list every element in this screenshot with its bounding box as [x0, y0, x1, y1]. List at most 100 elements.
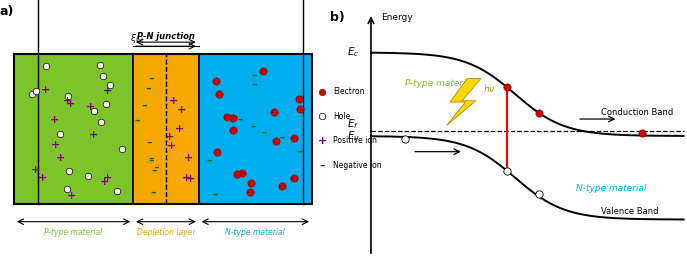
Text: Energy: Energy: [381, 13, 413, 22]
Point: [258, 69, 269, 73]
Point: [55, 132, 66, 136]
Text: b): b): [330, 11, 344, 24]
Point: [294, 97, 305, 101]
Text: +: +: [175, 124, 185, 134]
Point: [245, 189, 256, 194]
Text: $E_c$: $E_c$: [347, 45, 359, 59]
Text: –: –: [260, 65, 266, 75]
Point: [210, 79, 221, 83]
Text: –: –: [251, 80, 257, 90]
Text: –: –: [135, 116, 140, 126]
Text: +: +: [183, 153, 192, 163]
Text: +: +: [67, 191, 76, 201]
Text: Depletion layer: Depletion layer: [137, 228, 195, 237]
Text: +: +: [37, 173, 47, 183]
Text: +: +: [177, 106, 186, 115]
Text: +: +: [50, 115, 59, 125]
Text: +: +: [32, 165, 41, 175]
Point: [232, 172, 243, 176]
Point: [289, 136, 300, 141]
Text: +: +: [89, 130, 98, 140]
Text: –: –: [280, 132, 285, 143]
Polygon shape: [447, 79, 481, 126]
Point: [400, 137, 411, 141]
Point: [82, 174, 93, 178]
Text: +: +: [103, 86, 112, 96]
Text: +: +: [41, 85, 50, 95]
Text: Positive ion: Positive ion: [333, 136, 376, 145]
Text: –: –: [146, 137, 152, 147]
Point: [88, 109, 99, 113]
Text: +: +: [103, 173, 112, 183]
Text: Negative ion: Negative ion: [333, 161, 381, 170]
Point: [104, 82, 115, 87]
Point: [271, 138, 282, 143]
Point: [245, 181, 256, 185]
Text: +: +: [317, 136, 327, 146]
Text: –: –: [296, 147, 302, 157]
Point: [101, 102, 112, 106]
Point: [116, 147, 127, 151]
Point: [213, 92, 224, 96]
Point: [221, 115, 232, 119]
Text: –: –: [207, 156, 212, 166]
Point: [534, 192, 545, 196]
Text: +: +: [167, 141, 177, 151]
Bar: [133, 54, 199, 204]
Text: +: +: [169, 96, 179, 106]
Text: a): a): [0, 5, 14, 18]
Text: –: –: [251, 121, 256, 131]
Point: [63, 169, 74, 173]
Text: $E_f$: $E_f$: [347, 117, 359, 131]
Point: [236, 171, 247, 175]
Text: N-type material: N-type material: [225, 228, 285, 237]
Text: –: –: [148, 73, 154, 83]
Text: N-type material: N-type material: [576, 184, 646, 193]
Text: +: +: [63, 96, 72, 106]
Point: [41, 63, 52, 68]
Text: $\xi_{\rm int}$: $\xi_{\rm int}$: [130, 32, 145, 45]
Point: [228, 128, 239, 132]
Point: [111, 189, 122, 193]
Text: +: +: [52, 140, 60, 150]
Text: +: +: [56, 153, 65, 163]
Text: P-type material: P-type material: [405, 79, 474, 88]
Text: –: –: [148, 154, 154, 164]
Text: P-N junction: P-N junction: [137, 32, 195, 41]
Point: [27, 92, 38, 96]
Text: –: –: [153, 163, 159, 172]
Text: Hole: Hole: [333, 112, 350, 121]
Text: –: –: [251, 70, 257, 80]
Point: [276, 184, 287, 188]
Text: $E_v$: $E_v$: [347, 129, 360, 143]
Text: –: –: [148, 156, 154, 166]
Point: [502, 85, 513, 89]
Point: [502, 169, 513, 173]
Point: [289, 175, 300, 180]
Point: [269, 110, 280, 114]
Text: –: –: [212, 189, 218, 199]
Point: [317, 114, 328, 118]
Point: [30, 89, 41, 94]
Point: [211, 150, 222, 154]
Point: [97, 73, 108, 78]
Point: [227, 116, 238, 120]
Text: +: +: [166, 132, 174, 142]
Point: [295, 107, 306, 111]
Text: –: –: [261, 128, 267, 138]
Point: [63, 94, 74, 98]
Text: –: –: [150, 188, 156, 198]
Point: [62, 186, 73, 191]
Point: [637, 131, 648, 135]
Text: Conduction Band: Conduction Band: [601, 108, 673, 117]
Point: [317, 89, 328, 94]
Text: +: +: [185, 174, 195, 184]
Point: [96, 120, 107, 124]
Point: [534, 111, 545, 116]
Text: +: +: [182, 173, 191, 183]
Text: +: +: [66, 99, 75, 109]
Bar: [14, 54, 133, 204]
Text: –: –: [142, 101, 147, 111]
Text: –: –: [238, 115, 243, 125]
Text: Electron: Electron: [333, 87, 364, 96]
